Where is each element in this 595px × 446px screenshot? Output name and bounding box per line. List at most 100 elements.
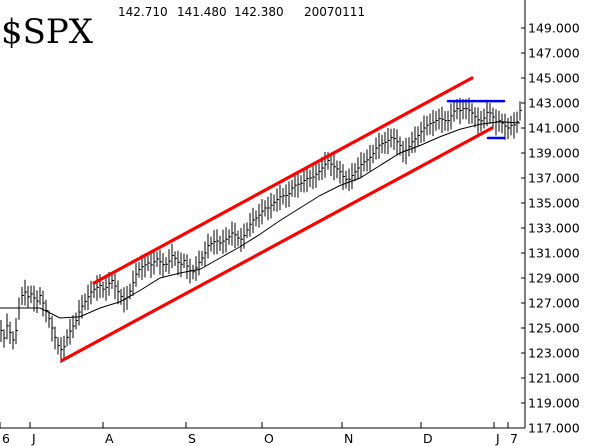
price-bar (132, 270, 135, 296)
price-bar (330, 153, 333, 177)
price-bar (438, 108, 441, 130)
price-bar (342, 164, 345, 191)
price-bar (303, 169, 306, 193)
price-bar (63, 335, 66, 359)
high-value: 141.480 (177, 5, 227, 19)
price-bar (405, 138, 408, 165)
price-bar (9, 321, 12, 345)
y-tick-label: 135.000 (528, 196, 580, 211)
price-bar (486, 99, 489, 127)
price-bar (441, 106, 444, 133)
price-bars-layer (0, 97, 522, 364)
price-bar (384, 131, 387, 154)
price-bar (135, 262, 138, 287)
price-bar (459, 98, 462, 125)
x-tick-label: 7 (510, 431, 518, 446)
x-tick-label: D (423, 431, 433, 446)
price-bar (216, 229, 219, 255)
y-tick-label: 139.000 (528, 146, 580, 161)
price-bar (162, 252, 165, 278)
price-bar (87, 284, 90, 311)
price-bar (3, 329, 6, 348)
price-bar (69, 318, 72, 345)
price-bar (393, 128, 396, 150)
price-bar (36, 290, 39, 313)
x-tick-label: N (344, 431, 353, 446)
price-bar (273, 194, 276, 211)
y-tick-label: 141.000 (528, 121, 580, 136)
y-tick-label: 129.000 (528, 271, 580, 286)
price-bar (504, 113, 507, 140)
price-bar (411, 131, 414, 153)
price-bar (447, 110, 450, 132)
price-bar (159, 249, 162, 275)
price-bar (156, 251, 159, 267)
price-bar (318, 163, 321, 181)
price-bar (189, 258, 192, 284)
y-tick-label: 121.000 (528, 371, 580, 386)
price-bar (495, 109, 498, 136)
price-bar (417, 126, 420, 146)
price-bar (471, 103, 474, 124)
price-bar (519, 101, 522, 121)
price-bar (378, 132, 381, 159)
price-bar (252, 207, 255, 234)
price-bar (423, 115, 426, 142)
price-bar (474, 107, 477, 128)
price-bar (432, 109, 435, 137)
price-bar (213, 230, 216, 255)
price-bar (312, 166, 315, 190)
price-bar (150, 252, 153, 278)
price-bar (480, 110, 483, 132)
price-bar (171, 243, 174, 269)
price-bar (483, 108, 486, 129)
close-value: 142.380 (234, 5, 284, 19)
price-bar (498, 110, 501, 132)
y-tick-label: 127.000 (528, 296, 580, 311)
price-bar (57, 337, 60, 355)
price-bar (90, 280, 93, 305)
y-tick-label: 147.000 (528, 46, 580, 61)
x-tick-label: O (264, 431, 274, 446)
price-bar (6, 313, 9, 340)
price-bar (15, 318, 18, 345)
price-bar (354, 163, 357, 182)
price-bar (54, 326, 57, 350)
price-bar (228, 229, 231, 245)
price-bar (282, 187, 285, 205)
x-tick-label: S (188, 431, 196, 446)
price-bar (390, 128, 393, 148)
price-bar (24, 279, 27, 306)
y-tick-label: 133.000 (528, 221, 580, 236)
price-bar (66, 329, 69, 347)
price-bar (192, 264, 195, 280)
price-bar (222, 229, 225, 254)
price-bar (120, 288, 123, 305)
price-bar (348, 168, 351, 192)
price-bar (399, 136, 402, 156)
price-bar (231, 221, 234, 246)
channel-upper-line (92, 76, 474, 285)
price-bar (513, 112, 516, 139)
price-bar (126, 285, 129, 310)
price-bar (387, 128, 390, 155)
price-bar (492, 107, 495, 128)
x-tick-label: 6 (2, 431, 10, 446)
price-bar (210, 236, 213, 252)
price-bar (255, 210, 258, 227)
price-bar (258, 203, 261, 228)
price-bar (276, 188, 279, 212)
price-bar (30, 285, 33, 304)
price-bar (165, 257, 168, 273)
price-bar (261, 199, 264, 225)
price-bar (243, 223, 246, 249)
price-bar (153, 250, 156, 275)
price-bar (294, 174, 297, 198)
price-bar (75, 312, 78, 330)
price-bar (435, 111, 438, 131)
price-bar (429, 113, 432, 135)
price-bar (333, 154, 336, 181)
y-tick-label: 143.000 (528, 96, 580, 111)
